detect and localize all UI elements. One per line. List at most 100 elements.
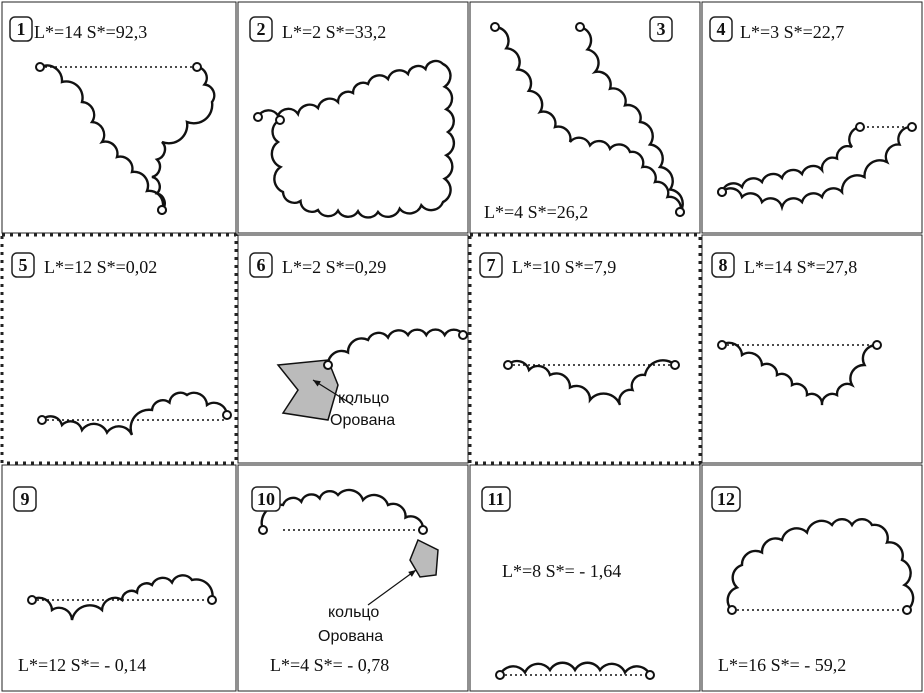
panel-border <box>1 464 237 692</box>
dislocation-line <box>721 125 913 212</box>
panel-label: L*=12 S*= - 0,14 <box>18 655 146 675</box>
dislocation-line <box>260 488 425 531</box>
panel-label: L*=4 S*= - 0,78 <box>270 655 389 675</box>
panel: 5 L*=12 S*=0,02 <box>0 233 238 465</box>
dislocation-line <box>720 125 861 193</box>
panel: 1 L*=14 S*=92,3 <box>1 1 237 234</box>
panel: 8 L*=14 S*=27,8 <box>701 234 923 464</box>
pin-point <box>872 340 882 350</box>
number-box <box>479 252 503 278</box>
dislocation-line <box>31 574 214 621</box>
panel-number: 6 <box>257 255 266 275</box>
panel-number: 4 <box>717 19 726 39</box>
panel: 7 L*=10 S*=7,9 <box>468 233 702 465</box>
number-box <box>9 16 33 42</box>
panel-label: L*=8 S*= - 1,64 <box>502 561 621 581</box>
number-box <box>711 252 735 278</box>
dislocation-line <box>326 328 465 366</box>
pin-point <box>458 330 468 340</box>
annotation: кольцо <box>338 390 389 407</box>
panel-number: 5 <box>19 255 28 275</box>
dislocation-line <box>498 661 652 676</box>
panel: 10 L*=4 S*= - 0,78 кольцо Орована <box>237 464 469 692</box>
annotation: Орована <box>318 628 383 645</box>
number-box <box>709 16 733 42</box>
pin-point <box>192 62 202 72</box>
number-box <box>649 16 673 42</box>
panel-border <box>1 1 237 234</box>
pin-point <box>490 22 500 32</box>
panel-number: 12 <box>717 489 735 509</box>
number-box <box>251 486 281 512</box>
pin-point <box>717 187 727 197</box>
panel-border <box>237 234 469 464</box>
number-box <box>13 486 37 512</box>
panel-label: L*=14 S*=92,3 <box>34 22 147 42</box>
panel-label: L*=4 S*=26,2 <box>484 202 588 222</box>
panel: 9 L*=12 S*= - 0,14 <box>1 464 237 692</box>
panel: 3 L*=4 S*=26,2 <box>469 1 701 234</box>
panel-label: L*=16 S*= - 59,2 <box>718 655 846 675</box>
dislocation-line <box>256 59 456 219</box>
panel-number: 9 <box>21 489 30 509</box>
orowan-loop <box>409 538 439 578</box>
pin-point <box>35 62 45 72</box>
dislocation-line <box>151 65 216 211</box>
dislocation-line <box>507 359 676 406</box>
pin-point <box>157 205 167 215</box>
pin-point <box>275 115 285 125</box>
pin-point <box>727 605 737 615</box>
panel-number: 7 <box>487 255 496 275</box>
dislocation-line <box>579 25 684 213</box>
panel: 12 L*=16 S*= - 59,2 <box>701 464 923 692</box>
panel-label: L*=2 S*=0,29 <box>282 257 386 277</box>
panel-border <box>468 233 702 465</box>
pin-point <box>575 22 585 32</box>
panel-border <box>701 464 923 692</box>
pin-point <box>717 340 727 350</box>
number-box <box>481 486 511 512</box>
panel-label: L*=10 S*=7,9 <box>512 257 616 277</box>
pin-point <box>855 122 865 132</box>
dislocation-line <box>494 25 682 213</box>
arrow-head <box>408 570 416 577</box>
pin-point <box>902 605 912 615</box>
panel-number: 11 <box>487 489 504 509</box>
number-box <box>11 252 35 278</box>
pin-point <box>253 112 263 122</box>
pin-point <box>495 670 505 680</box>
pin-point <box>645 670 655 680</box>
pin-point <box>222 410 232 420</box>
dislocation-line <box>41 391 229 436</box>
annotation: Орована <box>330 412 395 429</box>
pin-point <box>207 595 217 605</box>
panel-label: L*=2 S*=33,2 <box>282 22 386 42</box>
panel-label: L*=12 S*=0,02 <box>44 257 157 277</box>
panel: 11 L*=8 S*= - 1,64 <box>469 464 701 692</box>
dislocation-line <box>721 341 878 406</box>
panel: 4 L*=3 S*=22,7 <box>701 1 923 234</box>
panel-label: L*=14 S*=27,8 <box>744 257 857 277</box>
arrow <box>312 379 354 406</box>
pin-point <box>27 595 37 605</box>
panel-number: 1 <box>17 19 26 39</box>
panel-border <box>701 234 923 464</box>
pin-point <box>37 415 47 425</box>
panel: 2 L*=2 S*=33,2 <box>237 1 469 234</box>
arrow <box>367 569 417 606</box>
panel-number: 8 <box>719 255 728 275</box>
annotation: кольцо <box>328 604 379 621</box>
pin-point <box>907 122 917 132</box>
number-box <box>249 16 273 42</box>
pin-point <box>675 207 685 217</box>
panel-border <box>237 464 469 692</box>
panel: 6 L*=2 S*=0,29 кольцо Орована <box>237 234 469 464</box>
pin-point <box>258 525 268 535</box>
panel-border <box>237 1 469 234</box>
arrow-head <box>313 380 321 387</box>
number-box <box>249 252 273 278</box>
panel-number: 10 <box>257 489 275 509</box>
pin-point <box>503 360 513 370</box>
dislocation-line <box>726 518 915 611</box>
